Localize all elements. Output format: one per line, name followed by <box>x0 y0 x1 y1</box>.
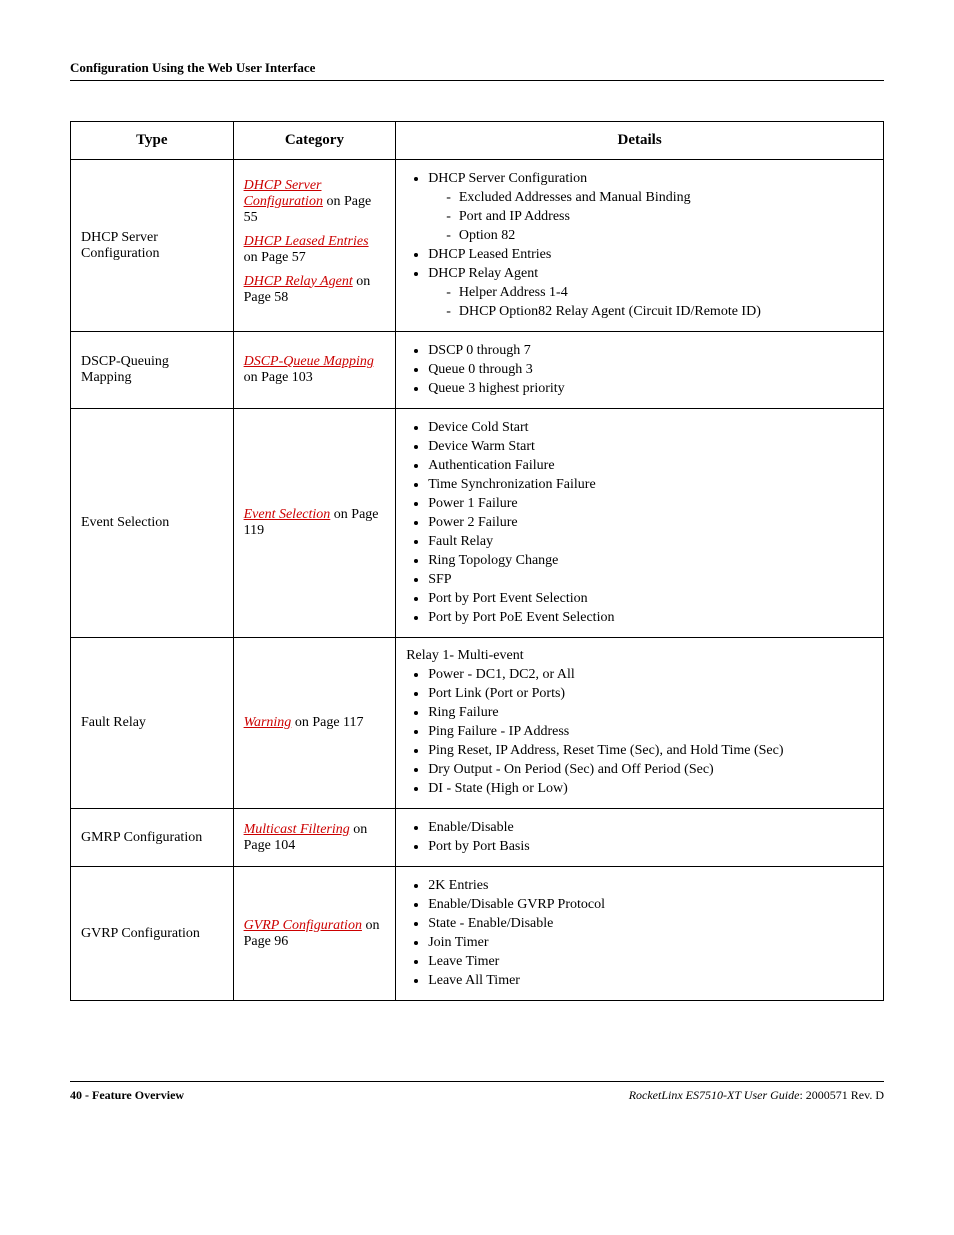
table-row: DHCP Server Configuration DHCP Server Co… <box>71 160 884 332</box>
link-dhcp-server-config[interactable]: DHCP Server Configuration <box>244 178 323 209</box>
list-item: Queue 3 highest priority <box>428 381 873 397</box>
cell-category: DSCP-Queue Mapping on Page 103 <box>233 332 396 409</box>
list-item: Power 2 Failure <box>428 515 873 531</box>
link-tail: on Page 57 <box>244 250 306 265</box>
list-item: Enable/Disable <box>428 820 873 836</box>
link-multicast-filtering[interactable]: Multicast Filtering <box>244 822 350 837</box>
list-item: Ping Reset, IP Address, Reset Time (Sec)… <box>428 743 873 759</box>
list-item: Port by Port PoE Event Selection <box>428 610 873 626</box>
list-item: Option 82 <box>446 228 873 244</box>
table-row: GVRP Configuration GVRP Configuration on… <box>71 867 884 1001</box>
list-item: Time Synchronization Failure <box>428 477 873 493</box>
cell-category: Multicast Filtering on Page 104 <box>233 809 396 867</box>
list-item: 2K Entries <box>428 878 873 894</box>
list-item: DSCP 0 through 7 <box>428 343 873 359</box>
list-item: Port by Port Event Selection <box>428 591 873 607</box>
cell-category: Warning on Page 117 <box>233 638 396 809</box>
list-item: Authentication Failure <box>428 458 873 474</box>
cell-category: GVRP Configuration on Page 96 <box>233 867 396 1001</box>
cell-details: Relay 1- Multi-event Power - DC1, DC2, o… <box>396 638 884 809</box>
list-item: Excluded Addresses and Manual Binding <box>446 190 873 206</box>
table-row: Fault Relay Warning on Page 117 Relay 1-… <box>71 638 884 809</box>
cell-details: 2K Entries Enable/Disable GVRP Protocol … <box>396 867 884 1001</box>
list-item: Join Timer <box>428 935 873 951</box>
list-item: Ring Topology Change <box>428 553 873 569</box>
list-item: Ring Failure <box>428 705 873 721</box>
link-tail: on Page 117 <box>291 715 363 730</box>
table-header-row: Type Category Details <box>71 122 884 160</box>
cell-type: DHCP Server Configuration <box>71 160 234 332</box>
list-item: State - Enable/Disable <box>428 916 873 932</box>
link-warning[interactable]: Warning <box>244 715 292 730</box>
cell-details: Enable/Disable Port by Port Basis <box>396 809 884 867</box>
list-item: Leave All Timer <box>428 973 873 989</box>
list-item: Ping Failure - IP Address <box>428 724 873 740</box>
table-row: Event Selection Event Selection on Page … <box>71 409 884 638</box>
cell-type: Event Selection <box>71 409 234 638</box>
list-item: DI - State (High or Low) <box>428 781 873 797</box>
list-item: DHCP Relay Agent Helper Address 1-4 DHCP… <box>428 266 873 320</box>
list-item: Fault Relay <box>428 534 873 550</box>
footer-rev: : 2000571 Rev. D <box>799 1088 884 1102</box>
list-item: DHCP Option82 Relay Agent (Circuit ID/Re… <box>446 304 873 320</box>
relay-intro: Relay 1- Multi-event <box>406 648 873 664</box>
list-item: Leave Timer <box>428 954 873 970</box>
list-item: Device Warm Start <box>428 439 873 455</box>
link-event-selection[interactable]: Event Selection <box>244 507 331 522</box>
page-header: Configuration Using the Web User Interfa… <box>70 60 884 81</box>
link-dhcp-leased-entries[interactable]: DHCP Leased Entries <box>244 234 369 249</box>
link-dscp-queue-mapping[interactable]: DSCP-Queue Mapping <box>244 354 374 369</box>
list-item: DHCP Server Configuration Excluded Addre… <box>428 171 873 244</box>
feature-table: Type Category Details DHCP Server Config… <box>70 121 884 1001</box>
list-item: Helper Address 1-4 <box>446 285 873 301</box>
list-item: Queue 0 through 3 <box>428 362 873 378</box>
list-item: Device Cold Start <box>428 420 873 436</box>
list-item: DHCP Leased Entries <box>428 247 873 263</box>
cell-category: DHCP Server Configuration on Page 55 DHC… <box>233 160 396 332</box>
list-item: Power - DC1, DC2, or All <box>428 667 873 683</box>
footer-left: 40 - Feature Overview <box>70 1088 184 1103</box>
cell-type: DSCP-Queuing Mapping <box>71 332 234 409</box>
list-item: Power 1 Failure <box>428 496 873 512</box>
cell-details: DHCP Server Configuration Excluded Addre… <box>396 160 884 332</box>
cell-details: DSCP 0 through 7 Queue 0 through 3 Queue… <box>396 332 884 409</box>
list-item: Dry Output - On Period (Sec) and Off Per… <box>428 762 873 778</box>
list-item: Port and IP Address <box>446 209 873 225</box>
table-row: DSCP-Queuing Mapping DSCP-Queue Mapping … <box>71 332 884 409</box>
footer-right: RocketLinx ES7510-XT User Guide: 2000571… <box>629 1088 884 1103</box>
table-row: GMRP Configuration Multicast Filtering o… <box>71 809 884 867</box>
list-item: Port by Port Basis <box>428 839 873 855</box>
link-tail: on Page 103 <box>244 370 313 385</box>
list-item: Enable/Disable GVRP Protocol <box>428 897 873 913</box>
link-gvrp-configuration[interactable]: GVRP Configuration <box>244 918 362 933</box>
header-details: Details <box>396 122 884 160</box>
list-item: SFP <box>428 572 873 588</box>
cell-type: Fault Relay <box>71 638 234 809</box>
header-type: Type <box>71 122 234 160</box>
page-footer: 40 - Feature Overview RocketLinx ES7510-… <box>70 1081 884 1103</box>
footer-product: RocketLinx ES7510-XT User Guide <box>629 1088 800 1102</box>
list-item: Port Link (Port or Ports) <box>428 686 873 702</box>
cell-type: GVRP Configuration <box>71 867 234 1001</box>
header-category: Category <box>233 122 396 160</box>
link-dhcp-relay-agent[interactable]: DHCP Relay Agent <box>244 274 353 289</box>
cell-details: Device Cold Start Device Warm Start Auth… <box>396 409 884 638</box>
cell-category: Event Selection on Page 119 <box>233 409 396 638</box>
cell-type: GMRP Configuration <box>71 809 234 867</box>
